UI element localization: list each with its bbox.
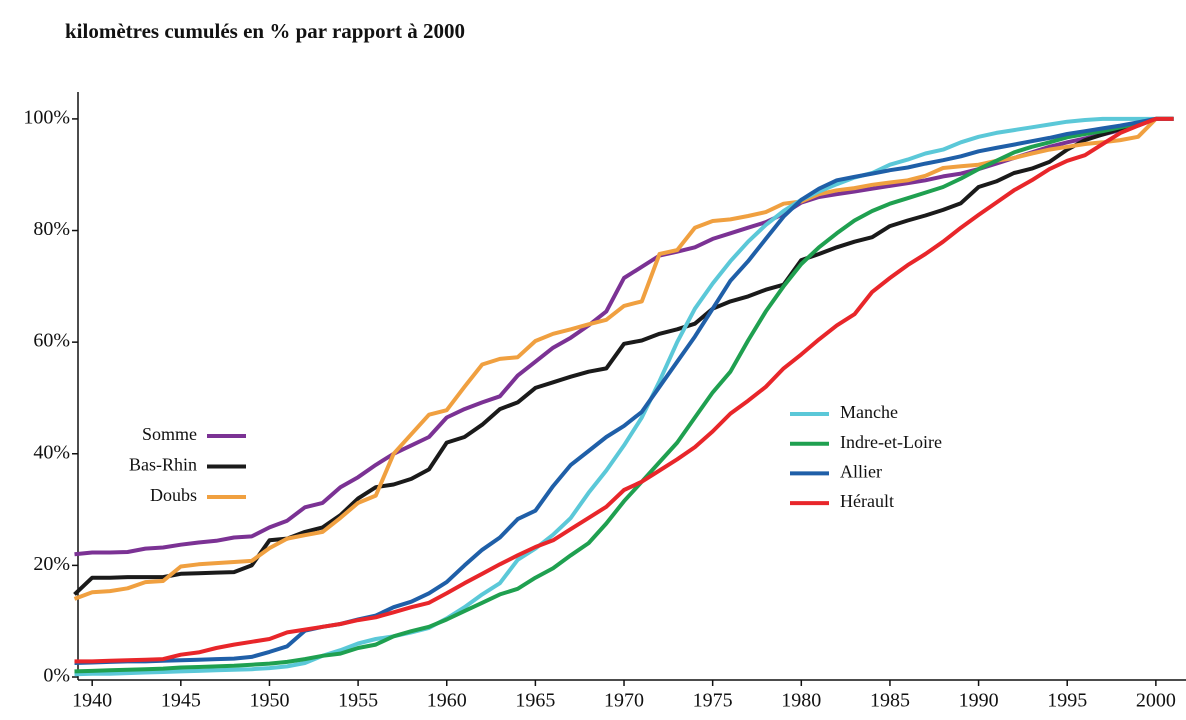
y-tick-label: 40%: [33, 441, 70, 463]
x-tick-label: 1950: [249, 690, 289, 712]
y-tick-label: 60%: [33, 330, 70, 352]
x-tick-label: 1940: [72, 690, 112, 712]
series-line: [74, 116, 1174, 674]
x-tick-label: 1975: [693, 690, 733, 712]
x-tick-label: 2000: [1136, 690, 1176, 712]
y-tick-label: 20%: [33, 553, 70, 575]
x-tick-label: 1960: [427, 690, 467, 712]
series-line: [74, 116, 1174, 677]
x-tick-label: 1980: [781, 690, 821, 712]
legend-label: Doubs: [150, 485, 197, 505]
y-tick-label: 100%: [23, 106, 70, 128]
chart-title: kilomètres cumulés en % par rapport à 20…: [65, 19, 465, 43]
x-tick-label: 1945: [161, 690, 201, 712]
series-line: [73, 116, 1174, 601]
series-line: [74, 116, 1174, 664]
legend-label: Bas-Rhin: [129, 455, 197, 475]
x-tick-label: 1995: [1047, 690, 1087, 712]
legend-label: Indre-et-Loire: [840, 432, 942, 452]
legend-label: Hérault: [840, 491, 894, 511]
legend-label: Somme: [142, 424, 197, 444]
x-tick-label: 1990: [959, 690, 999, 712]
x-tick-label: 1955: [338, 690, 378, 712]
y-tick-label: 80%: [33, 218, 70, 240]
series-line: [73, 116, 1174, 596]
legend-label: Manche: [840, 402, 898, 422]
legend-label: Allier: [840, 462, 882, 482]
y-tick-label: 0%: [43, 665, 70, 687]
series-line: [74, 116, 1174, 665]
x-tick-label: 1970: [604, 690, 644, 712]
x-tick-label: 1965: [515, 690, 555, 712]
x-tick-label: 1985: [870, 690, 910, 712]
